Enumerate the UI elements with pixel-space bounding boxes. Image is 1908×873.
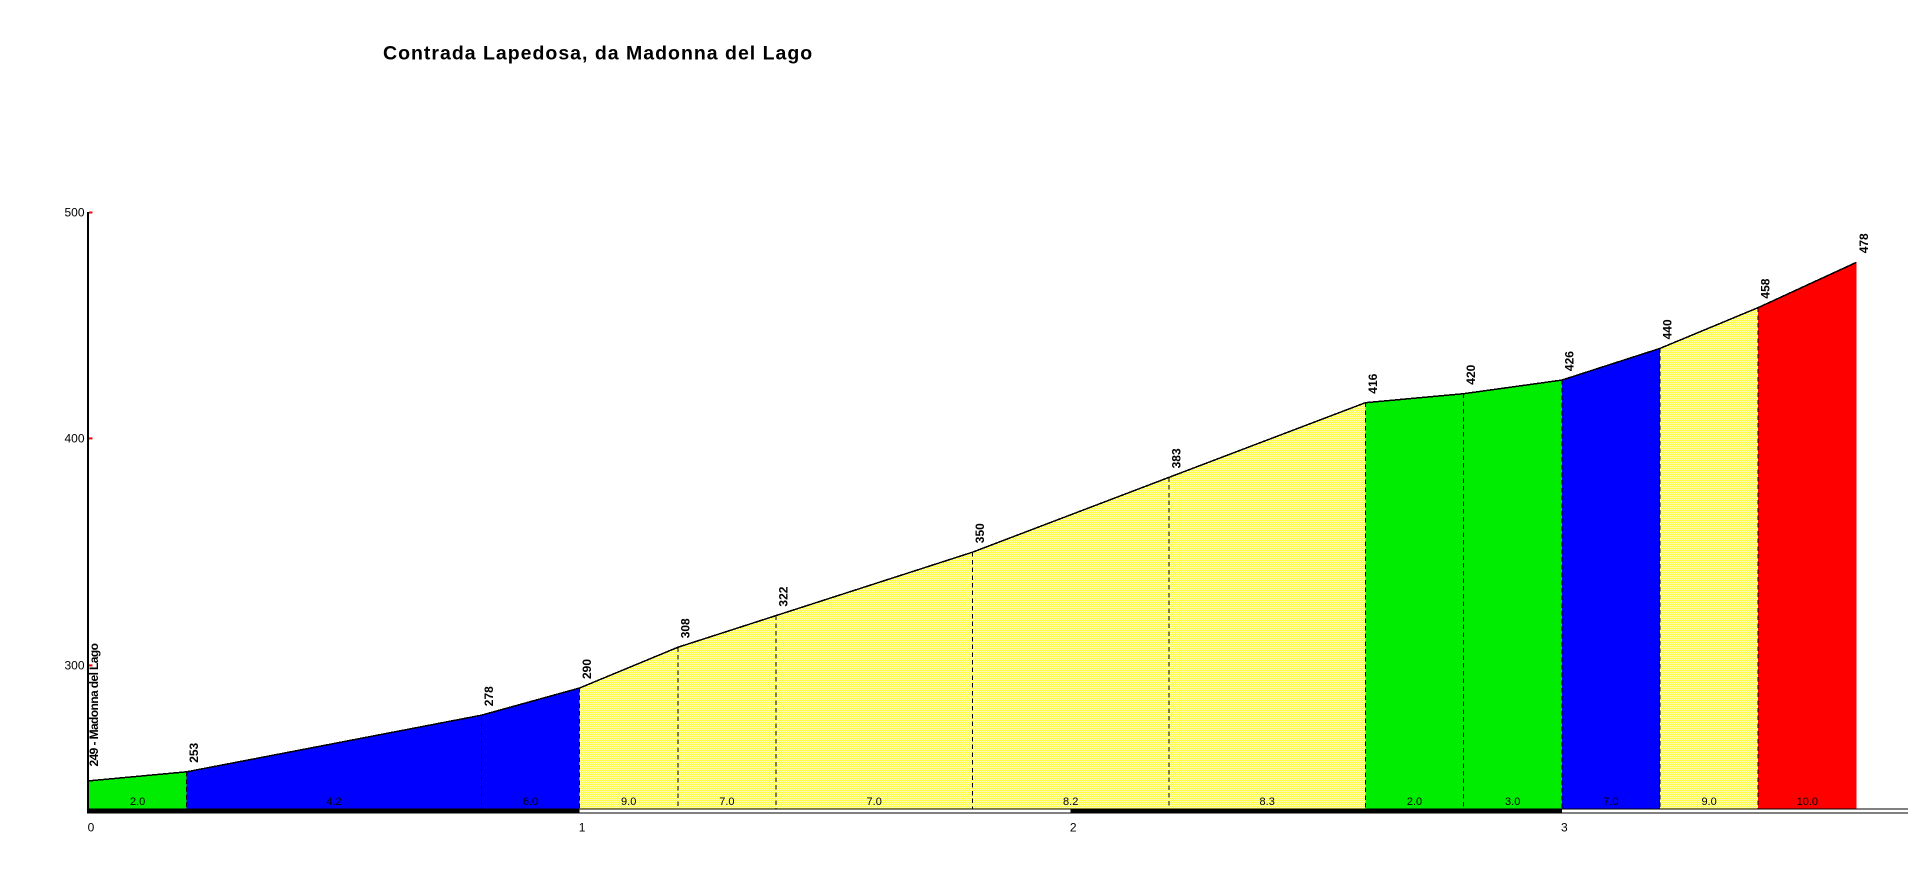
svg-text:10.0: 10.0 xyxy=(1797,796,1818,808)
svg-text:2.0: 2.0 xyxy=(1407,796,1422,808)
svg-text:300: 300 xyxy=(64,659,84,673)
svg-text:2.0: 2.0 xyxy=(130,796,145,808)
svg-text:440: 440 xyxy=(1661,319,1675,339)
svg-text:253: 253 xyxy=(187,742,201,762)
svg-text:420: 420 xyxy=(1464,364,1478,384)
svg-text:2: 2 xyxy=(1070,821,1077,835)
svg-text:350: 350 xyxy=(973,523,987,543)
svg-text:7.0: 7.0 xyxy=(867,796,882,808)
svg-text:7.0: 7.0 xyxy=(1603,796,1618,808)
svg-text:290: 290 xyxy=(580,659,594,679)
svg-text:308: 308 xyxy=(678,618,692,638)
svg-text:278: 278 xyxy=(482,686,496,706)
svg-text:7.0: 7.0 xyxy=(719,796,734,808)
svg-text:400: 400 xyxy=(64,432,84,446)
svg-text:249 - Madonna del Lago: 249 - Madonna del Lago xyxy=(87,643,101,766)
svg-text:6.0: 6.0 xyxy=(523,796,538,808)
svg-text:8.2: 8.2 xyxy=(1063,796,1078,808)
svg-text:9.0: 9.0 xyxy=(1701,796,1716,808)
svg-text:426: 426 xyxy=(1562,351,1576,371)
svg-text:8.3: 8.3 xyxy=(1260,796,1275,808)
svg-text:1: 1 xyxy=(579,821,586,835)
svg-text:Contrada Lapedosa, da Madonna: Contrada Lapedosa, da Madonna del Lago xyxy=(383,43,813,65)
svg-text:500: 500 xyxy=(64,206,84,220)
svg-text:322: 322 xyxy=(777,586,791,606)
svg-text:9.0: 9.0 xyxy=(621,796,636,808)
svg-text:478: 478 xyxy=(1857,233,1871,253)
svg-text:3.0: 3.0 xyxy=(1505,796,1520,808)
svg-text:4.2: 4.2 xyxy=(326,796,341,808)
svg-text:383: 383 xyxy=(1169,448,1183,468)
svg-text:416: 416 xyxy=(1366,373,1380,393)
svg-text:0: 0 xyxy=(88,821,95,835)
svg-text:3: 3 xyxy=(1561,821,1568,835)
svg-text:458: 458 xyxy=(1759,278,1773,298)
